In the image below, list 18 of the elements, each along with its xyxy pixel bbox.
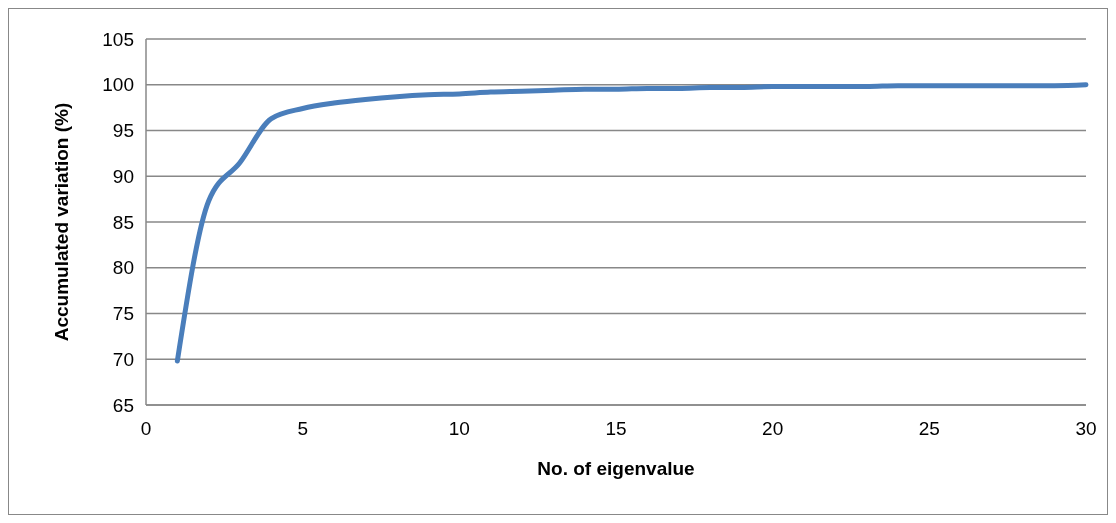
- y-axis-title: Accumulated variation (%): [51, 102, 72, 342]
- x-tick-label: 30: [1075, 418, 1097, 439]
- y-tick-label: 85: [112, 211, 134, 233]
- y-tick-label: 75: [112, 303, 134, 325]
- y-tick-label: 70: [112, 348, 134, 370]
- y-tick-label: 80: [112, 257, 134, 279]
- y-tick-label: 100: [102, 74, 134, 96]
- y-tick-label: 95: [112, 120, 134, 142]
- x-tick-label: 5: [297, 418, 308, 439]
- x-tick-label: 15: [605, 418, 627, 439]
- y-tick-label: 90: [112, 165, 134, 187]
- y-tick-label: 105: [102, 28, 134, 50]
- x-tick-label: 10: [448, 418, 470, 439]
- x-axis-title: No. of eigenvalue: [537, 458, 695, 479]
- x-tick-label: 0: [140, 418, 152, 439]
- x-tick-label: 25: [918, 418, 940, 439]
- x-tick-label: 20: [762, 418, 784, 439]
- y-tick-label: 65: [112, 394, 134, 416]
